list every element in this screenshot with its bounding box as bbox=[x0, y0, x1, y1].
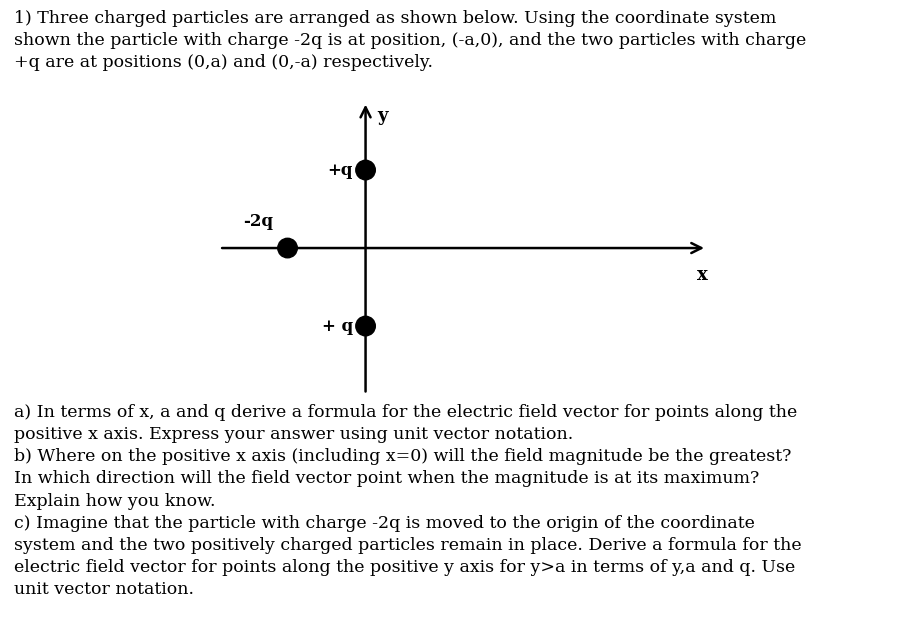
Text: y: y bbox=[377, 107, 388, 125]
Circle shape bbox=[356, 316, 375, 336]
Text: + q: + q bbox=[321, 317, 353, 335]
Circle shape bbox=[278, 238, 297, 258]
Text: -2q: -2q bbox=[243, 214, 273, 230]
Circle shape bbox=[356, 160, 375, 180]
Text: a) In terms of x, a and q derive a formula for the electric field vector for poi: a) In terms of x, a and q derive a formu… bbox=[14, 404, 801, 598]
Text: 1) Three charged particles are arranged as shown below. Using the coordinate sys: 1) Three charged particles are arranged … bbox=[14, 10, 806, 71]
Text: +q: +q bbox=[328, 162, 353, 179]
Text: x: x bbox=[696, 266, 707, 284]
